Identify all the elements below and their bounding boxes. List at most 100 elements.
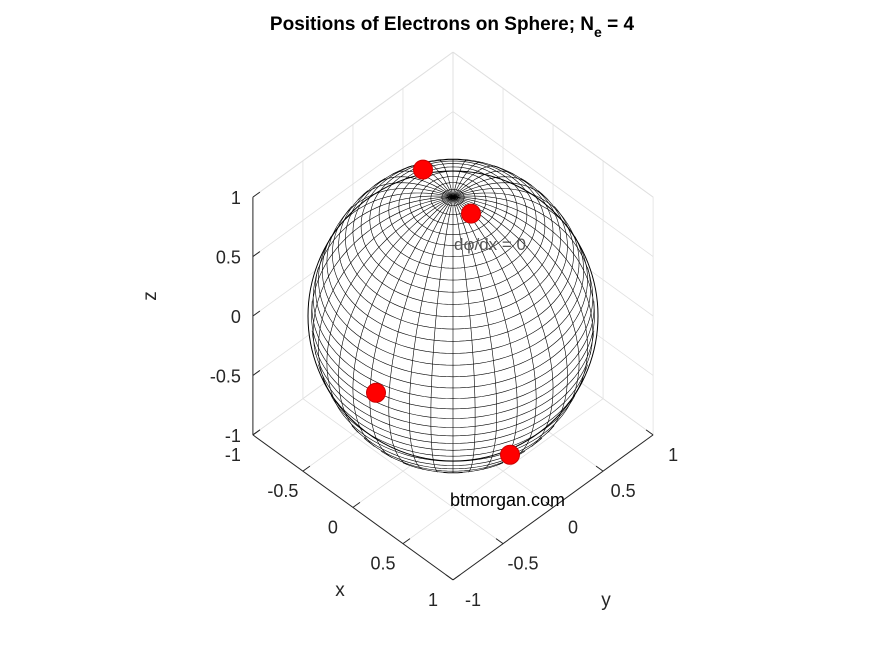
sphere-longitude-line [314,195,454,282]
sphere-latitude-line [315,267,551,389]
sphere-longitude-line [452,192,582,250]
electron-marker [461,203,481,224]
y-tick-label: 0.5 [611,481,636,501]
sphere-latitude-line [493,165,554,284]
sphere-longitude-line [357,182,454,201]
sphere-longitude-line [430,197,454,473]
x-tick-mark [452,574,461,581]
y-tick-mark [595,465,604,472]
x-tick-label: 0.5 [370,554,395,574]
sphere-longitude-line [452,170,515,198]
grid-line [402,398,604,544]
x-tick-mark [402,538,411,545]
sphere-longitude-line [452,196,554,447]
sphere-longitude-line [324,192,454,250]
sphere-longitude-line [452,188,566,221]
sphere-longitude-line [452,196,594,355]
watermark-annotation: btmorgan.com [450,490,565,510]
sphere-wireframe [307,158,599,474]
equation-annotation: dφ/dx = 0 [454,235,526,254]
sphere-longitude-line [318,196,454,388]
grid-line [252,111,454,257]
sphere-longitude-line [312,196,454,355]
axis-ticks: -1 -0.5 0 0.5 1 -1 -0.5 0 0.5 1 -1 -0.5 0 0.5 1 [210,188,678,610]
sphere-longitude-line [311,196,454,317]
box-edge [252,51,454,198]
y-tick-mark [445,574,454,581]
sphere-latitude-line [318,248,549,378]
sphere-latitude-line [345,177,530,318]
sphere-latitude-line [552,301,595,380]
z-tick-mark [252,251,261,257]
y-axis-line [452,434,654,581]
z-tick-mark [252,310,261,317]
sphere-longitude-line [452,197,476,473]
sphere-latitude-line [338,190,535,330]
chart-title: Positions of Electrons on Sphere; Ne = 4 [270,14,635,40]
x-axis-label: x [335,580,345,601]
sphere-longitude-line [338,196,454,433]
sphere-longitude-line [352,196,454,447]
sphere-latitude-line [550,267,591,359]
chart-title-main: Positions of Electrons on Sphere; N [270,14,594,35]
sphere-latitude-line [321,236,546,366]
sphere-latitude-line [332,206,539,342]
sphere-latitude-line [545,395,576,429]
sphere-longitude-line [452,182,549,201]
z-tick-label: -0.5 [210,366,241,386]
sphere-latitude-line [552,315,595,389]
sphere-longitude-line [452,196,568,433]
sphere-longitude-line [369,196,454,458]
electron-marker [366,382,386,403]
sphere-latitude-line [352,165,524,305]
y-tick-label: -1 [465,590,481,610]
x-tick-label: -0.5 [267,481,298,501]
sphere-longitude-line [437,159,454,198]
x-axis-line [252,434,454,581]
z-tick-label: 0.5 [216,248,241,268]
sphere-latitude-line [311,301,553,410]
y-tick-mark [545,501,554,508]
y-tick-label: 0 [568,517,578,537]
sphere-longitude-line [452,176,532,198]
sphere-latitude-line [311,330,553,428]
x-tick-label: 1 [428,590,438,610]
x-tick-mark [252,429,261,436]
grid-line [452,111,654,257]
z-tick-label: 0 [231,307,241,327]
sphere-latitude-line [548,248,588,349]
y-tick-mark [495,538,504,545]
x-tick-label: 0 [328,517,338,537]
sphere-latitude-line [318,364,551,444]
sphere-longitude-line [452,195,592,282]
sphere-latitude-line [538,206,574,316]
y-tick-label: -0.5 [507,554,538,574]
sphere-latitude-line [322,377,549,451]
z-tick-mark [252,191,261,198]
sphere-longitude-line [452,159,469,198]
sphere-longitude-line [452,196,498,470]
sphere-longitude-line [452,162,483,198]
x-tick-mark [352,501,361,508]
z-tick-label: -1 [225,426,241,446]
y-tick-mark [645,429,654,436]
sphere-longitude-line [452,196,595,317]
chart-title-tail: = 4 [602,14,635,35]
sphere-longitude-line [340,188,454,221]
sphere-longitude-line [452,165,499,198]
sphere-longitude-line [388,196,454,465]
z-tick-label: 1 [231,188,241,208]
sphere-longitude-line [408,196,454,470]
sphere-longitude-line [452,196,580,412]
sphere-longitude-line [452,196,588,388]
z-tick-mark [252,370,261,376]
sphere-longitude-line [326,196,454,412]
sphere-latitude-line [311,315,554,419]
sphere-longitude-line [374,176,454,198]
electron-marker [500,444,520,465]
electron-marker [413,159,433,180]
z-axis-label: z [140,291,161,301]
y-tick-label: 1 [668,445,678,465]
